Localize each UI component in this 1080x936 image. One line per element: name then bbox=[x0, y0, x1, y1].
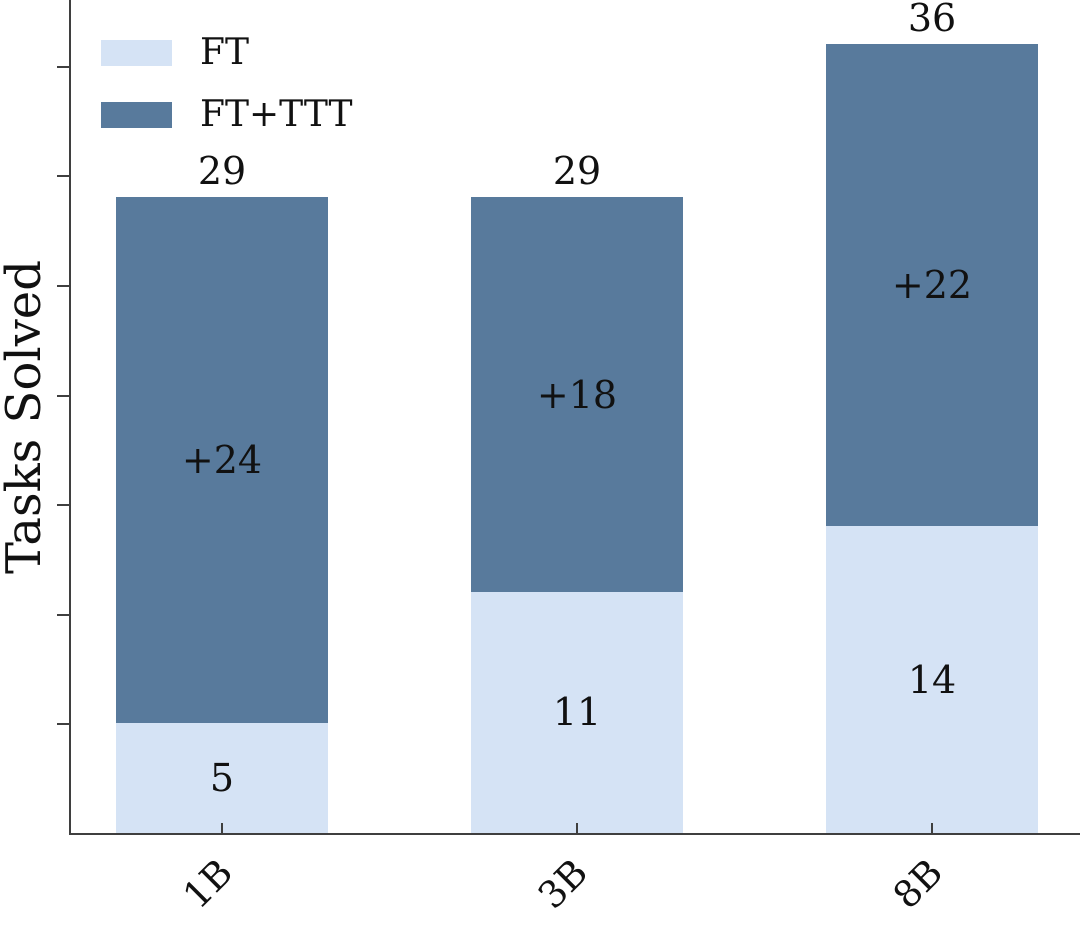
segment-label-ft-ttt: +22 bbox=[891, 262, 973, 307]
segment-label-ft: 11 bbox=[552, 690, 602, 735]
y-axis-line bbox=[69, 0, 71, 835]
y-axis-tick bbox=[57, 504, 70, 506]
x-axis-line bbox=[69, 833, 1080, 835]
legend-item-ft-ttt: FT+TTT bbox=[101, 97, 353, 133]
legend-item-ft: FT bbox=[101, 35, 353, 71]
x-axis-category-label: 1B bbox=[174, 850, 242, 918]
legend-swatch-ft-ttt bbox=[101, 102, 172, 128]
bar-segment-ft bbox=[471, 591, 683, 833]
segment-label-ft: 14 bbox=[907, 657, 957, 702]
bar-segment-ft-ttt bbox=[826, 43, 1038, 527]
legend-label-ft: FT bbox=[200, 32, 249, 73]
x-axis-tick bbox=[931, 823, 933, 835]
x-axis-category-label: 8B bbox=[884, 850, 952, 918]
segment-label-ft-ttt: +18 bbox=[536, 372, 618, 417]
bar-segment-ft-ttt bbox=[471, 197, 683, 592]
y-axis-tick bbox=[57, 66, 70, 68]
x-axis-tick bbox=[221, 823, 223, 835]
total-label: 29 bbox=[197, 149, 247, 194]
y-axis-label: Tasks Solved bbox=[0, 260, 52, 574]
y-axis-tick bbox=[57, 395, 70, 397]
x-axis-category-label: 3B bbox=[529, 850, 597, 918]
legend-label-ft-ttt: FT+TTT bbox=[200, 94, 353, 135]
legend: FT FT+TTT bbox=[101, 35, 353, 133]
segment-label-ft-ttt: +24 bbox=[181, 438, 263, 483]
bar-segment-ft bbox=[826, 526, 1038, 833]
total-label: 36 bbox=[907, 0, 957, 40]
x-axis-tick bbox=[576, 823, 578, 835]
bar-segment-ft-ttt bbox=[116, 197, 328, 724]
segment-label-ft: 5 bbox=[209, 756, 235, 801]
y-axis-tick bbox=[57, 285, 70, 287]
y-axis-tick bbox=[57, 614, 70, 616]
total-label: 29 bbox=[552, 149, 602, 194]
y-axis-tick bbox=[57, 723, 70, 725]
legend-swatch-ft bbox=[101, 40, 172, 66]
bar-segment-ft bbox=[116, 723, 328, 833]
y-axis-tick bbox=[57, 175, 70, 177]
